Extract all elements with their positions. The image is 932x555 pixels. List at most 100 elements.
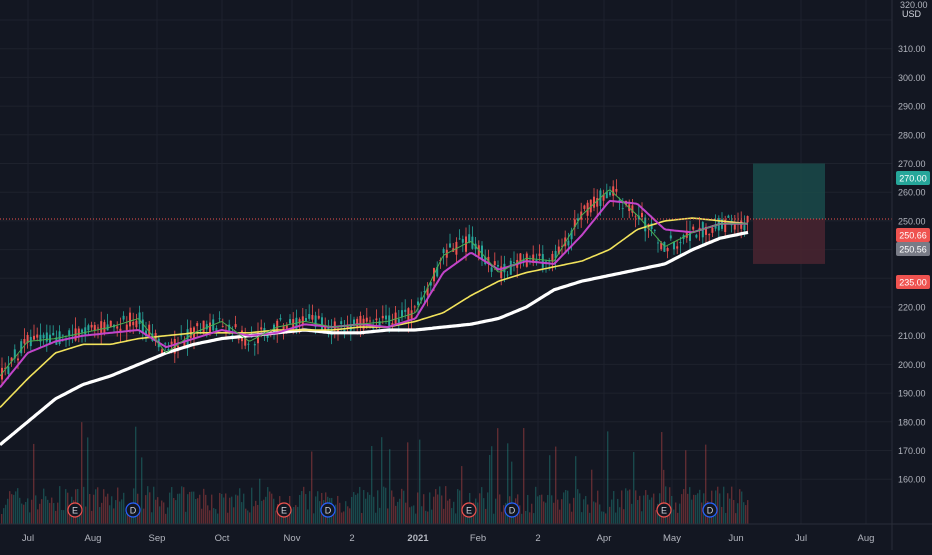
volume-bar (419, 439, 421, 524)
price-tick-label: 260.00 (898, 188, 926, 198)
volume-bar (393, 496, 395, 524)
volume-bar (621, 490, 623, 524)
volume-bar (343, 511, 345, 524)
candle-body (692, 226, 695, 230)
candle-body (77, 328, 80, 336)
candle-body (231, 335, 234, 336)
candle-body (33, 335, 35, 340)
price-label-entry[interactable]: 250.66 (896, 228, 930, 242)
volume-bar (453, 501, 455, 524)
volume-bar (377, 490, 379, 524)
time-tick-label: Oct (215, 533, 230, 544)
candle-body (87, 325, 90, 331)
candle-body (141, 319, 144, 332)
volume-bar (725, 512, 727, 524)
volume-bar (273, 498, 275, 524)
dividend-marker[interactable]: D (320, 502, 336, 518)
price-tick-label: 190.00 (898, 389, 926, 399)
volume-bar (567, 490, 569, 524)
volume-bar (43, 488, 45, 524)
volume-bar (373, 496, 375, 524)
candle-body (666, 247, 669, 252)
volume-bar (615, 512, 617, 524)
earnings-marker[interactable]: E (276, 502, 292, 518)
earnings-marker[interactable]: E (461, 502, 477, 518)
dividend-marker[interactable]: D (702, 502, 718, 518)
volume-bar (391, 490, 393, 524)
volume-bar (359, 486, 361, 524)
volume-bar (299, 495, 301, 524)
candle-body (119, 328, 122, 333)
volume-bar (451, 508, 453, 524)
stop-zone[interactable] (753, 219, 825, 264)
volume-bar (95, 489, 97, 524)
earnings-marker[interactable]: E (656, 502, 672, 518)
candle-body (615, 188, 618, 192)
volume-bar (167, 507, 169, 524)
volume-bar (423, 494, 425, 524)
moving-average-line (0, 217, 749, 408)
volume-bar (135, 426, 137, 524)
volume-bar (525, 510, 527, 524)
volume-bar (319, 501, 321, 524)
volume-bar (745, 505, 747, 524)
volume-bar (405, 502, 407, 524)
volume-bar (313, 513, 315, 524)
volume-bar (223, 497, 225, 524)
candle-body (125, 324, 128, 330)
candle-body (253, 344, 256, 346)
volume-bar (23, 504, 25, 524)
volume-bar (63, 510, 65, 524)
dividend-marker[interactable]: D (125, 502, 141, 518)
price-tick-label: 180.00 (898, 417, 926, 427)
volume-bar (191, 491, 193, 524)
volume-bar (369, 494, 371, 524)
moving-average-line (0, 189, 748, 377)
candle-body (244, 337, 247, 346)
volume-bar (605, 513, 607, 524)
marker-circle (125, 502, 141, 518)
earnings-marker[interactable]: E (67, 502, 83, 518)
volume-bar (169, 492, 171, 524)
candle-body (513, 262, 515, 263)
volume-bar (143, 508, 145, 524)
volume-bar (519, 505, 521, 524)
volume-bar (675, 502, 677, 524)
volume-bar (409, 507, 411, 524)
volume-bar (673, 509, 675, 524)
volume-bar (221, 493, 223, 524)
price-label-stop[interactable]: 235.00 (896, 275, 930, 289)
volume-bar (353, 492, 355, 524)
volume-bar (203, 488, 205, 524)
time-tick-label: Nov (284, 533, 301, 544)
price-label-target[interactable]: 270.00 (896, 171, 930, 185)
candle-body (109, 320, 112, 328)
target-zone[interactable] (753, 163, 825, 220)
price-label-box (896, 171, 930, 185)
candle-body (308, 314, 311, 319)
volume-bar (685, 450, 687, 524)
volume-bar (435, 489, 437, 524)
volume-bar (185, 511, 187, 524)
candle-body (727, 215, 730, 218)
price-label-last[interactable]: 250.56 (896, 242, 930, 256)
price-label-box (896, 275, 930, 289)
volume-bar (121, 499, 123, 524)
volume-bar (301, 491, 303, 524)
dividend-marker[interactable]: D (504, 502, 520, 518)
candle-body (39, 334, 42, 342)
volume-bar (645, 490, 647, 524)
volume-bar (433, 496, 435, 524)
candle-body (359, 315, 362, 327)
volume-bar (13, 494, 15, 524)
candle-body (413, 306, 416, 308)
volume-bar (237, 495, 239, 524)
volume-bar (529, 512, 531, 524)
volume-bar (361, 512, 363, 524)
candle-body (215, 328, 218, 332)
volume-bar (395, 505, 397, 524)
candle-body (343, 329, 346, 332)
volume-bar (647, 494, 649, 524)
